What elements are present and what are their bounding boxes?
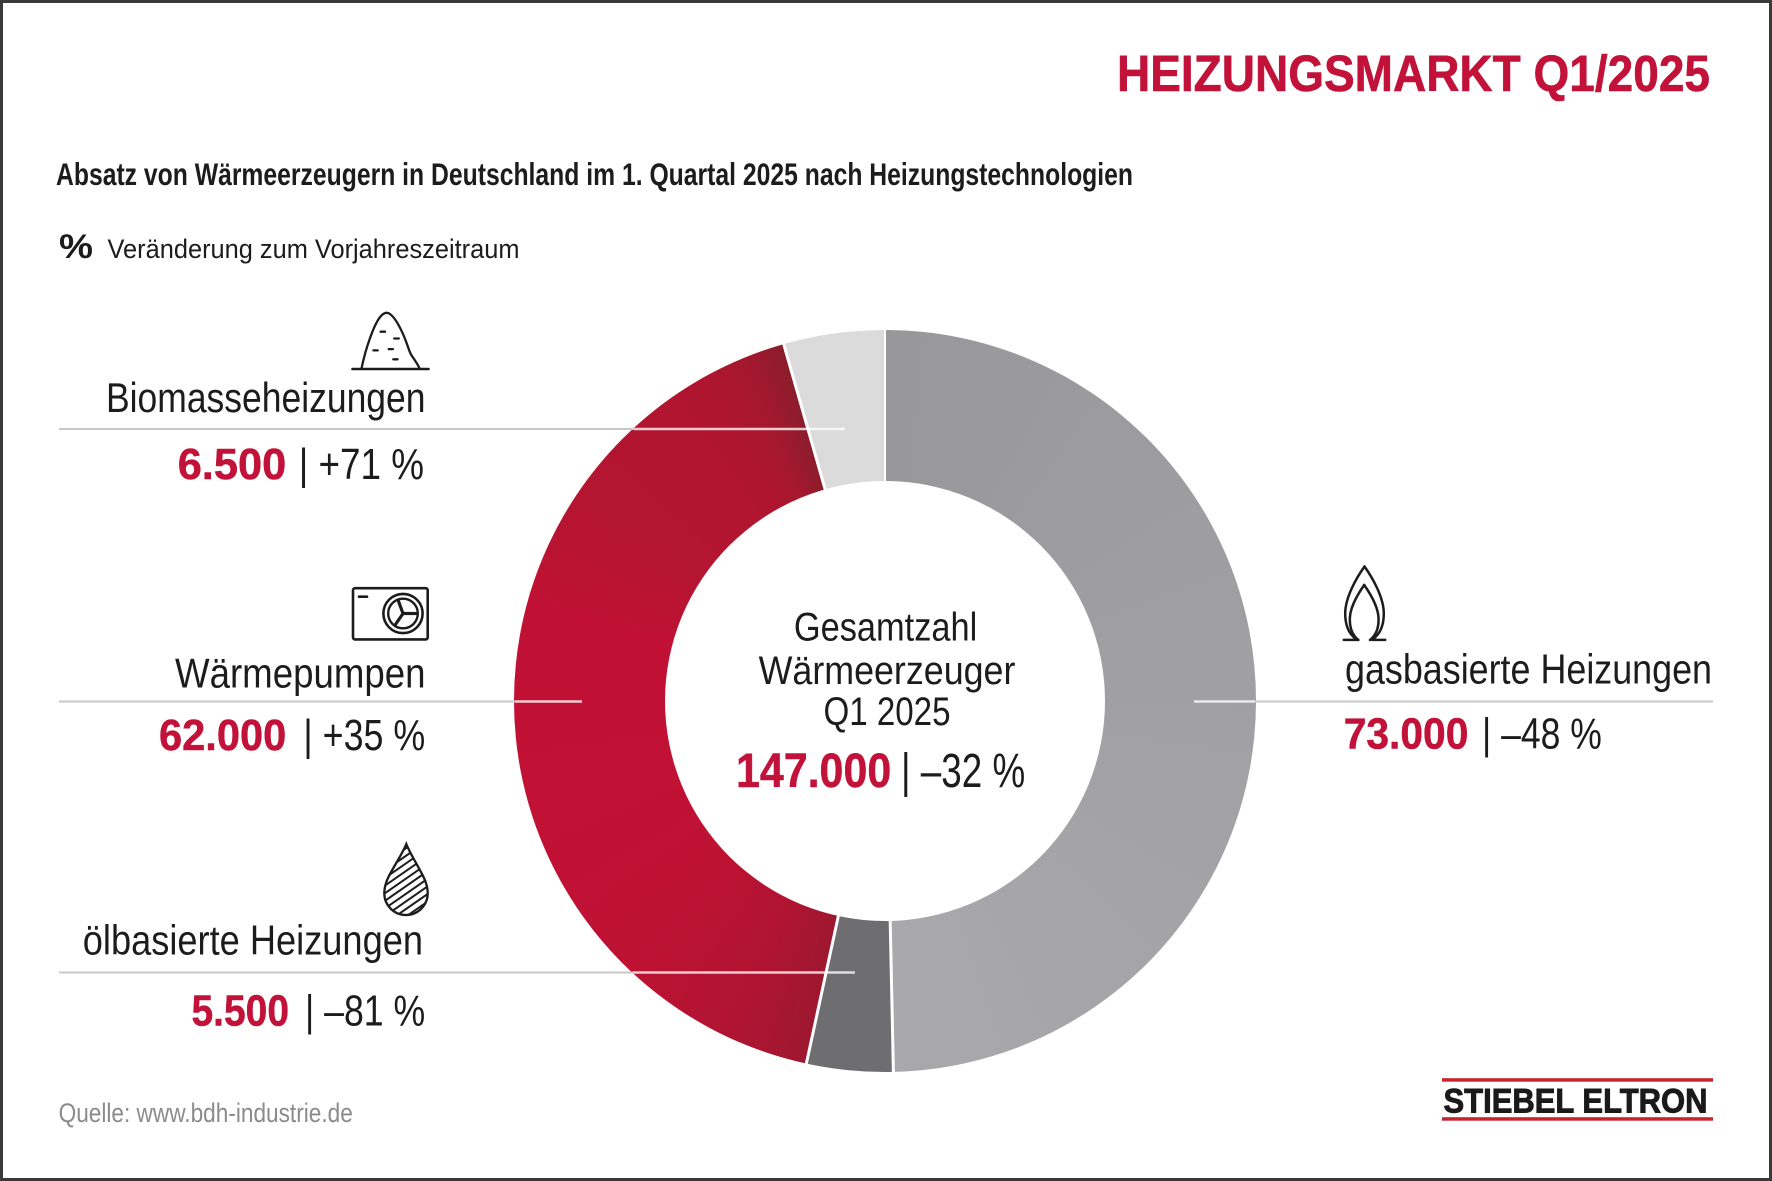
svg-text:Wärmeerzeuger: Wärmeerzeuger: [759, 649, 1016, 693]
svg-text:73.000: 73.000: [1344, 710, 1469, 759]
svg-text:ölbasierte Heizungen: ölbasierte Heizungen: [83, 917, 423, 964]
svg-text:Absatz von Wärmeerzeugern in D: Absatz von Wärmeerzeugern in Deutschland…: [56, 156, 1133, 192]
svg-text:62.000: 62.000: [159, 711, 286, 760]
svg-text:STIEBEL ELTRON: STIEBEL ELTRON: [1444, 1082, 1708, 1120]
svg-text:| –32 %: | –32 %: [901, 745, 1025, 798]
svg-text:Quelle: www.bdh-industrie.de: Quelle: www.bdh-industrie.de: [59, 1098, 353, 1128]
svg-text:| –81 %: | –81 %: [305, 987, 425, 1036]
svg-text:147.000: 147.000: [736, 745, 891, 798]
svg-text:| +35 %: | +35 %: [303, 711, 425, 760]
svg-text:gasbasierte Heizungen: gasbasierte Heizungen: [1345, 646, 1712, 693]
svg-text:| –48 %: | –48 %: [1482, 710, 1602, 759]
svg-text:Wärmepumpen: Wärmepumpen: [175, 650, 426, 697]
svg-text:Veränderung zum Vorjahreszeitr: Veränderung zum Vorjahreszeitraum: [108, 234, 520, 264]
svg-text:Biomasseheizungen: Biomasseheizungen: [106, 374, 426, 421]
svg-text:| +71 %: | +71 %: [299, 440, 424, 489]
svg-text:6.500: 6.500: [178, 440, 287, 489]
svg-text:Gesamtzahl: Gesamtzahl: [794, 605, 977, 649]
svg-text:5.500: 5.500: [192, 987, 290, 1036]
svg-text:HEIZUNGSMARKT Q1/2025: HEIZUNGSMARKT Q1/2025: [1117, 45, 1710, 102]
svg-text:Q1 2025: Q1 2025: [824, 690, 951, 734]
svg-text:%: %: [59, 228, 93, 266]
